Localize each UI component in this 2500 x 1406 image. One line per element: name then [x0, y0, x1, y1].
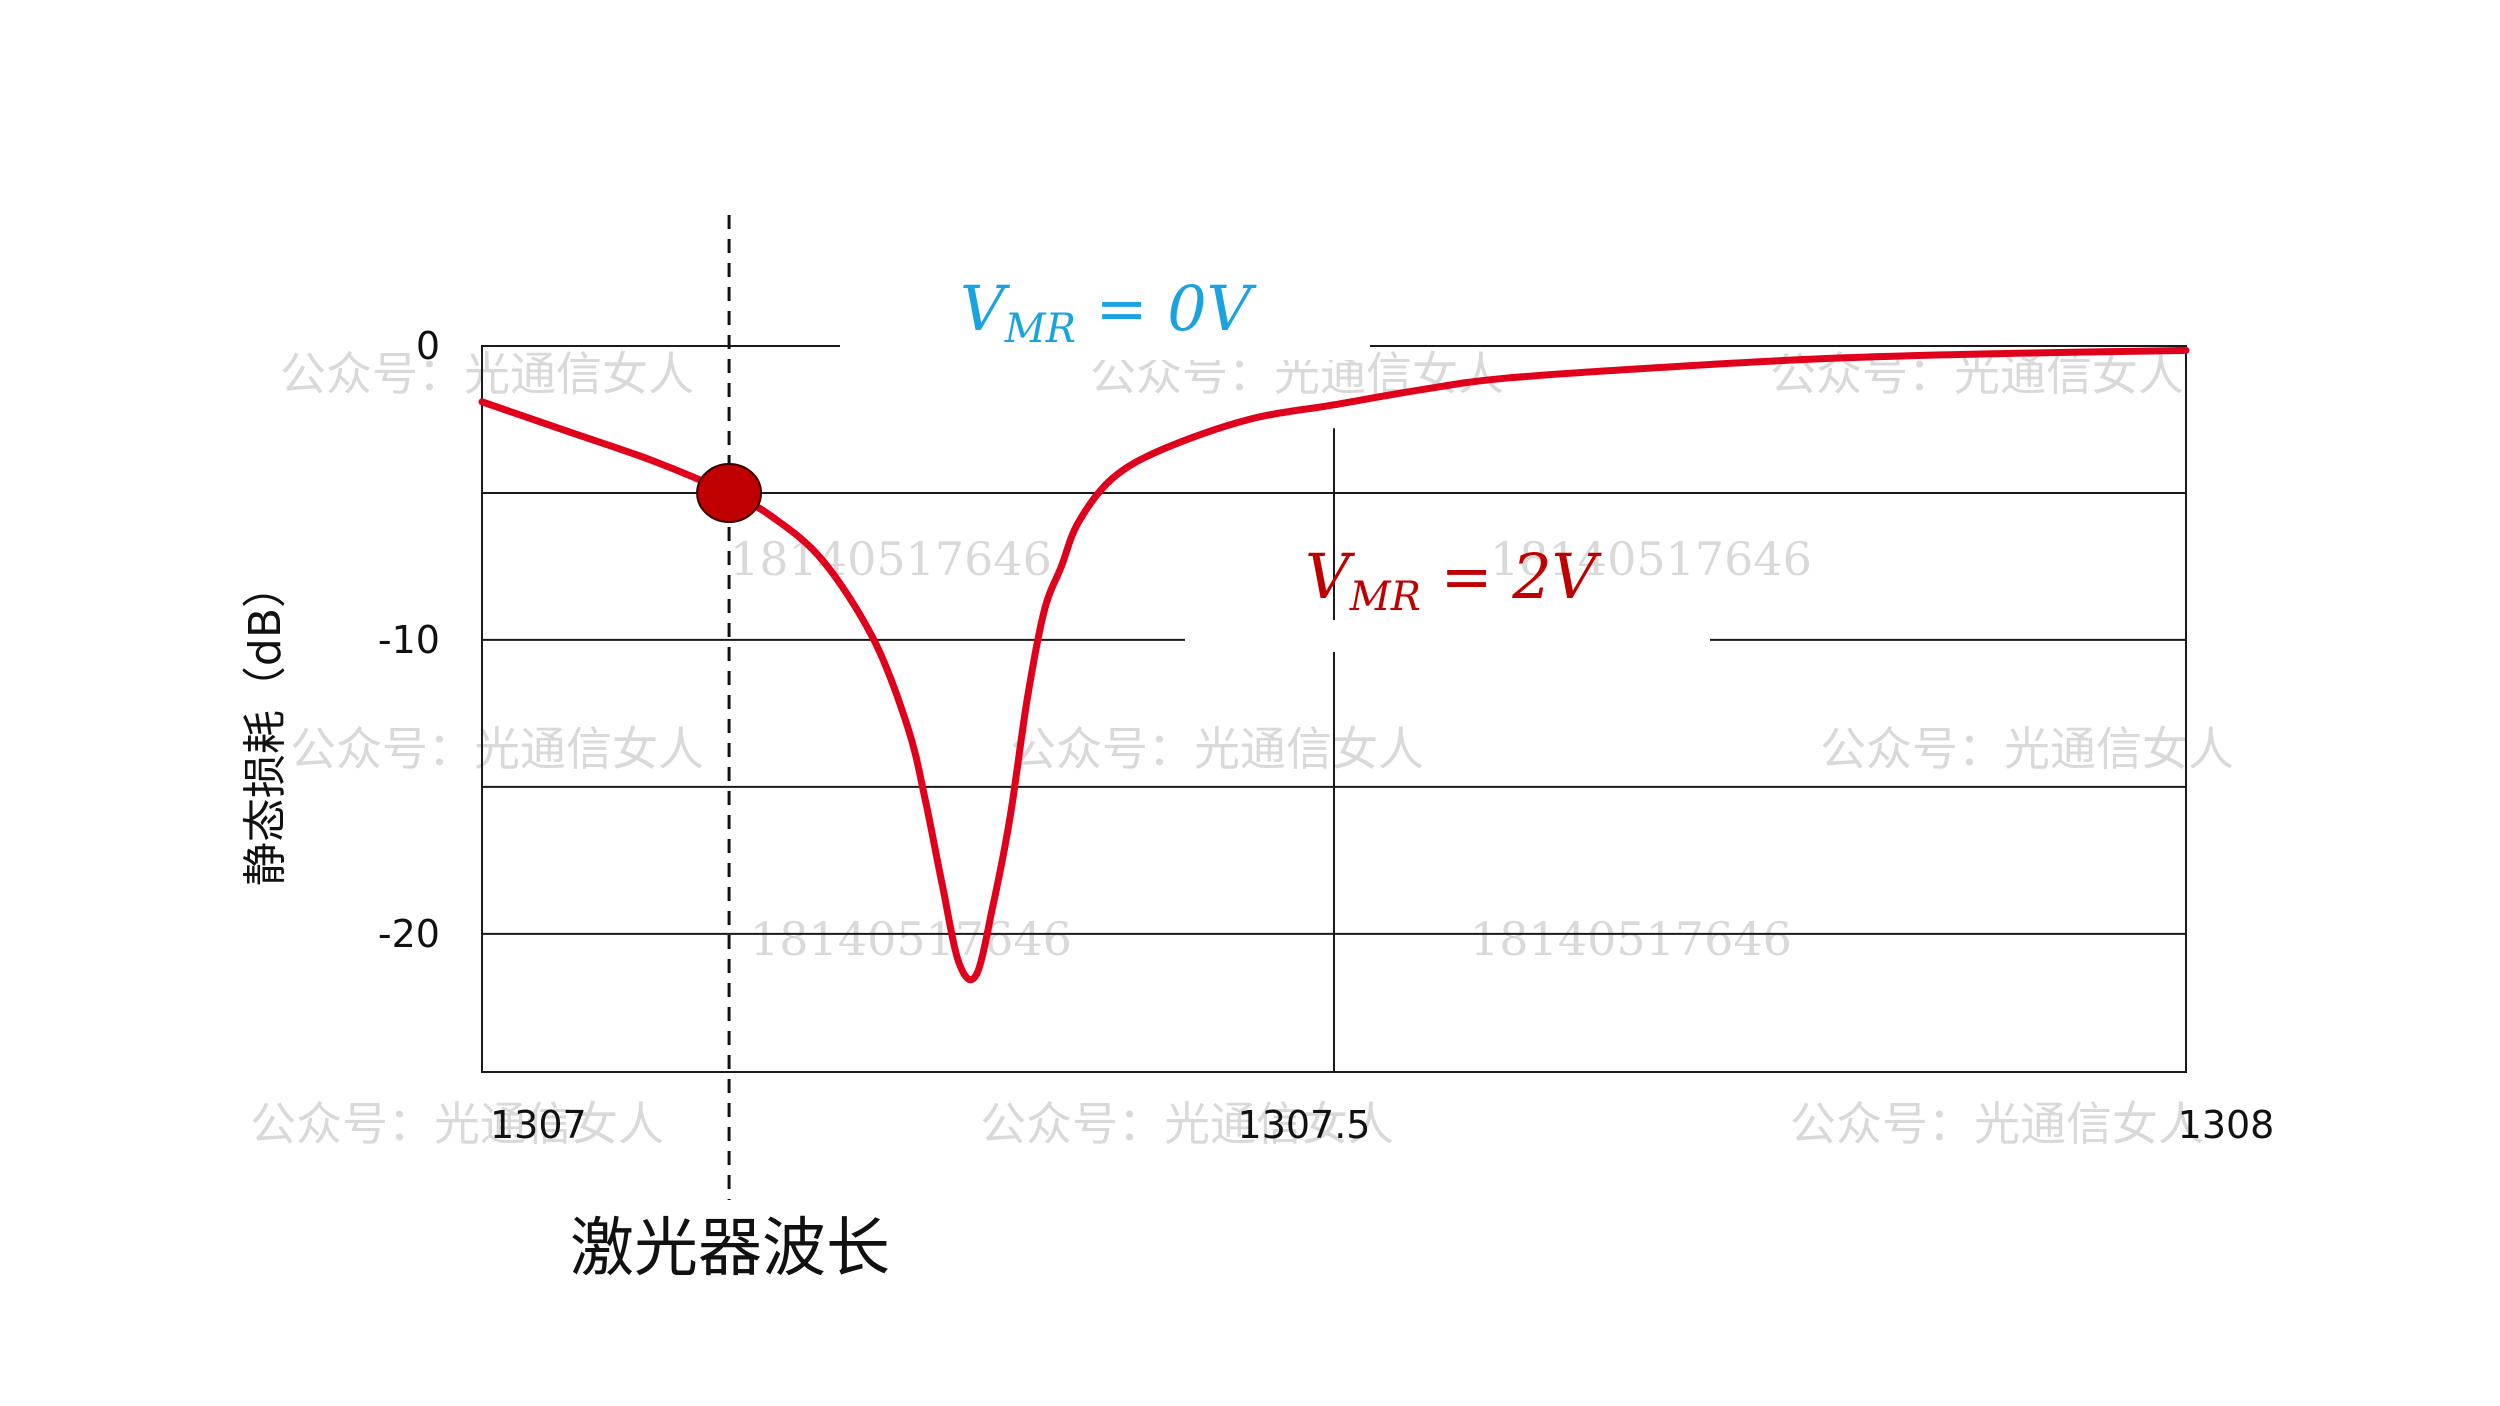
watermark-text: 18140517646 [1490, 532, 1812, 586]
annotation-symbol: V [960, 272, 1011, 345]
annotation-value: = 0V [1076, 272, 1258, 345]
annotation-symbol: V [1305, 540, 1356, 613]
watermark-text: 18140517646 [730, 532, 1052, 586]
watermark-layer: 公众号：光通信女人 公众号：光通信女人 公众号：光通信女人 1814051764… [250, 347, 2234, 1151]
watermark-text: 公众号：光通信女人 [980, 1097, 1394, 1151]
annotation-subscript: MR [1349, 574, 1421, 620]
grid-lines [482, 345, 2186, 1072]
y-axis-label: 静态损耗（dB） [240, 564, 291, 886]
annotation-subscript: MR [1004, 306, 1076, 352]
x-tick-label: 1308 [2178, 1103, 2275, 1147]
operating-point-marker [696, 462, 763, 523]
y-tick-label: -10 [378, 618, 440, 662]
watermark-text: 公众号：光通信女人 [280, 347, 694, 401]
annotation-vmr-2v: VMR = 2V [1305, 540, 1603, 620]
annotation-vmr-0v: VMR = 0V [960, 272, 1258, 352]
y-tick-label: 0 [416, 324, 440, 368]
watermark-text: 公众号：光通信女人 [1010, 722, 1424, 776]
x-tick-label: 1307.5 [1238, 1103, 1371, 1147]
watermark-text: 公众号：光通信女人 [1790, 1097, 2204, 1151]
watermark-text: 18140517646 [1470, 912, 1792, 966]
x-tick-label: 1307 [490, 1103, 587, 1147]
y-tick-label: -20 [378, 912, 440, 956]
annotation-background [1185, 620, 1710, 652]
watermark-text: 公众号：光通信女人 [1820, 722, 2234, 776]
watermark-text: 公众号：光通信女人 [290, 722, 704, 776]
series-line [478, 346, 2190, 984]
annotation-value: = 2V [1421, 540, 1603, 613]
annotation-background [840, 330, 1370, 360]
x-axis-label: 激光器波长 [570, 1212, 890, 1286]
watermark-text: 公众号：光通信女人 [250, 1097, 664, 1151]
watermark-text: 18140517646 [750, 912, 1072, 966]
